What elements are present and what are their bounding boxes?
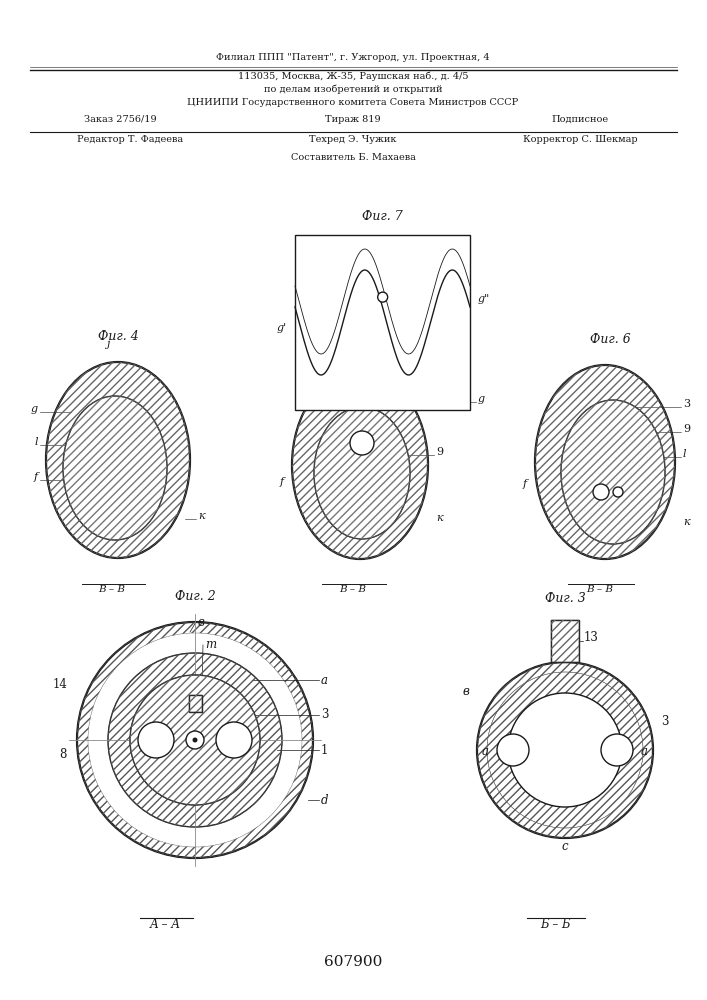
Circle shape (130, 675, 260, 805)
Circle shape (138, 722, 174, 758)
Text: d: d (387, 253, 395, 263)
Text: 3: 3 (321, 708, 329, 722)
Text: 11: 11 (418, 358, 432, 368)
Text: 3: 3 (683, 399, 690, 409)
Text: 607900: 607900 (324, 955, 382, 969)
Text: ЦНИИПИ Государственного комитета Совета Министров СССР: ЦНИИПИ Государственного комитета Совета … (187, 98, 519, 107)
Text: a: a (482, 745, 489, 758)
Text: 9: 9 (436, 447, 443, 457)
Text: 3: 3 (328, 378, 335, 388)
Text: Фиг. 4: Фиг. 4 (98, 330, 139, 343)
Text: m: m (205, 639, 216, 652)
Ellipse shape (561, 400, 665, 544)
Text: l: l (345, 412, 349, 422)
Circle shape (497, 734, 529, 766)
Text: 8: 8 (59, 748, 67, 762)
Text: j: j (106, 339, 110, 349)
Ellipse shape (535, 365, 675, 559)
Text: Заказ 2756/19: Заказ 2756/19 (83, 115, 156, 124)
Ellipse shape (46, 362, 190, 558)
Bar (189, 695, 201, 712)
Text: В – В: В – В (98, 585, 126, 594)
Text: Фиг. 6: Фиг. 6 (590, 333, 631, 346)
Text: Фиг. 2: Фиг. 2 (175, 590, 216, 603)
Circle shape (477, 662, 653, 838)
Bar (189, 695, 201, 712)
Text: 113035, Москва, Ж-35, Раушская наб., д. 4/5: 113035, Москва, Ж-35, Раушская наб., д. … (238, 72, 468, 81)
Text: g: g (31, 404, 38, 414)
Circle shape (186, 731, 204, 749)
Text: по делам изобретений и открытий: по делам изобретений и открытий (264, 85, 443, 94)
Text: f: f (34, 472, 38, 482)
Ellipse shape (314, 407, 410, 539)
Text: Тираж 819: Тираж 819 (325, 115, 381, 124)
Circle shape (350, 431, 374, 455)
Text: к: к (436, 513, 443, 523)
Text: Техред Э. Чужик: Техред Э. Чужик (309, 135, 397, 144)
Text: В – В: В – В (587, 585, 614, 594)
Circle shape (216, 722, 252, 758)
Bar (551, 620, 579, 662)
Text: a: a (321, 674, 328, 686)
Text: 1: 1 (321, 744, 328, 756)
Bar (551, 620, 579, 662)
Text: к: к (683, 517, 689, 527)
Ellipse shape (63, 396, 167, 540)
Text: l: l (35, 437, 38, 447)
Text: 3: 3 (661, 715, 669, 728)
Text: g: g (478, 394, 485, 404)
Text: Редактор Т. Фадеева: Редактор Т. Фадеева (77, 135, 183, 144)
Text: Б – Б: Б – Б (539, 918, 571, 932)
Text: l: l (683, 449, 686, 459)
Text: Фиг. 3: Фиг. 3 (544, 592, 585, 605)
Circle shape (508, 693, 622, 807)
Bar (295, 235, 470, 410)
Ellipse shape (292, 371, 428, 559)
Text: к: к (198, 511, 204, 521)
Text: Подписное: Подписное (551, 115, 609, 124)
Circle shape (192, 738, 197, 742)
Text: Фиг. 7: Фиг. 7 (362, 210, 403, 223)
Text: g": g" (478, 294, 490, 304)
Text: в: в (462, 685, 469, 698)
Text: 14: 14 (52, 678, 67, 692)
Text: 13: 13 (584, 631, 599, 644)
Circle shape (601, 734, 633, 766)
Circle shape (77, 622, 313, 858)
Text: d: d (321, 794, 329, 806)
Circle shape (378, 292, 387, 302)
Text: в: в (198, 615, 205, 629)
Text: f: f (280, 477, 284, 487)
Text: a: a (641, 745, 648, 758)
Circle shape (613, 487, 623, 497)
Text: В – В: В – В (339, 585, 366, 594)
Text: Филиал ППП "Патент", г. Ужгород, ул. Проектная, 4: Филиал ППП "Патент", г. Ужгород, ул. Про… (216, 53, 490, 62)
Text: g': g' (277, 323, 287, 333)
Text: Составитель Б. Махаева: Составитель Б. Махаева (291, 153, 416, 162)
Text: А – А: А – А (149, 918, 180, 932)
Text: f: f (523, 479, 527, 489)
Text: Корректор С. Шекмар: Корректор С. Шекмар (522, 135, 637, 144)
Text: c: c (561, 840, 568, 853)
Circle shape (593, 484, 609, 500)
Text: Фиг. 5: Фиг. 5 (344, 339, 385, 352)
Text: 9: 9 (683, 424, 690, 434)
